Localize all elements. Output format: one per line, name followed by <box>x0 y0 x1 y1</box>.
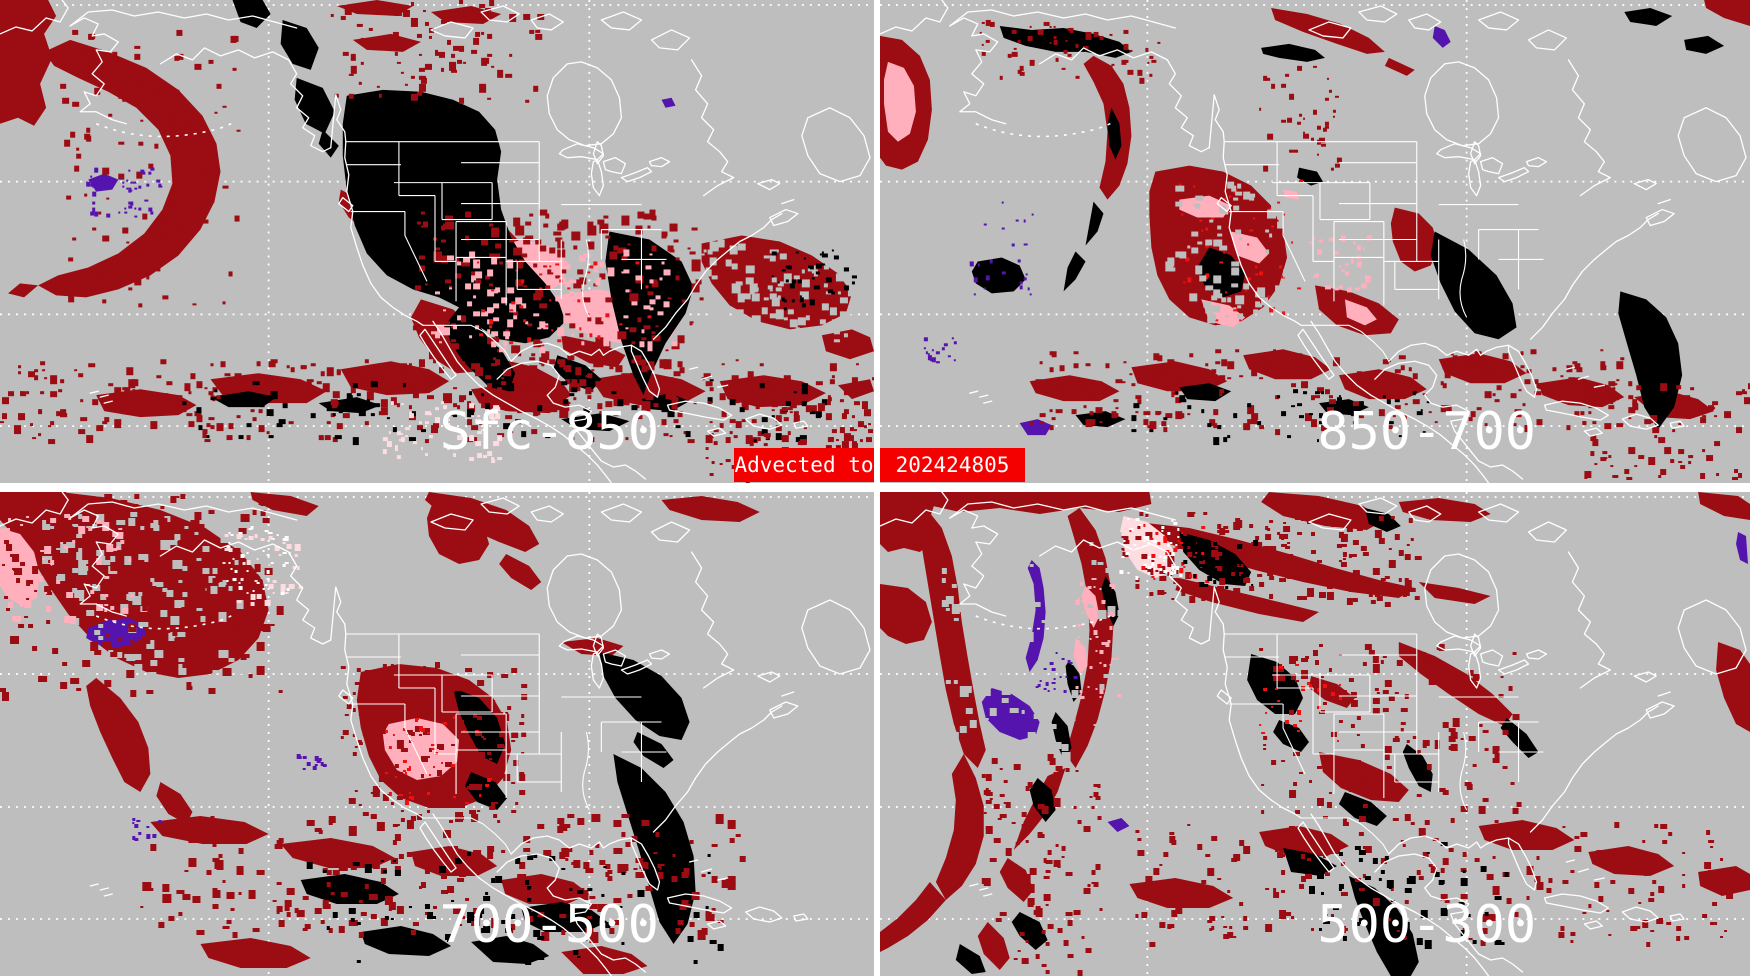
banner-timestamp-text: 202424805 <box>895 453 1010 477</box>
panel-700-500: 700-500 <box>0 492 874 976</box>
moisture-data-layer <box>0 0 874 483</box>
banner-prefix-text: Advected to <box>734 453 874 477</box>
panel-label: 850-700 <box>1317 402 1536 462</box>
basemap <box>880 0 1747 483</box>
panel-label: 700-500 <box>439 895 659 955</box>
panel-850-700: 850-700 <box>880 0 1750 483</box>
panel-label: Sfc-850 <box>439 402 659 462</box>
gridlines <box>880 0 1750 483</box>
panel-500-300: 500-300 <box>880 492 1750 976</box>
moisture-data-layer <box>880 0 1750 481</box>
moisture-data-layer <box>880 492 1750 976</box>
panel-label: 500-300 <box>1317 895 1536 955</box>
moisture-data-layer <box>0 492 760 974</box>
advection-banner-prefix: Advected to <box>734 448 874 482</box>
advection-banner-timestamp: 202424805 <box>880 448 1025 482</box>
panel-sfc-850: Sfc-850 <box>0 0 874 483</box>
